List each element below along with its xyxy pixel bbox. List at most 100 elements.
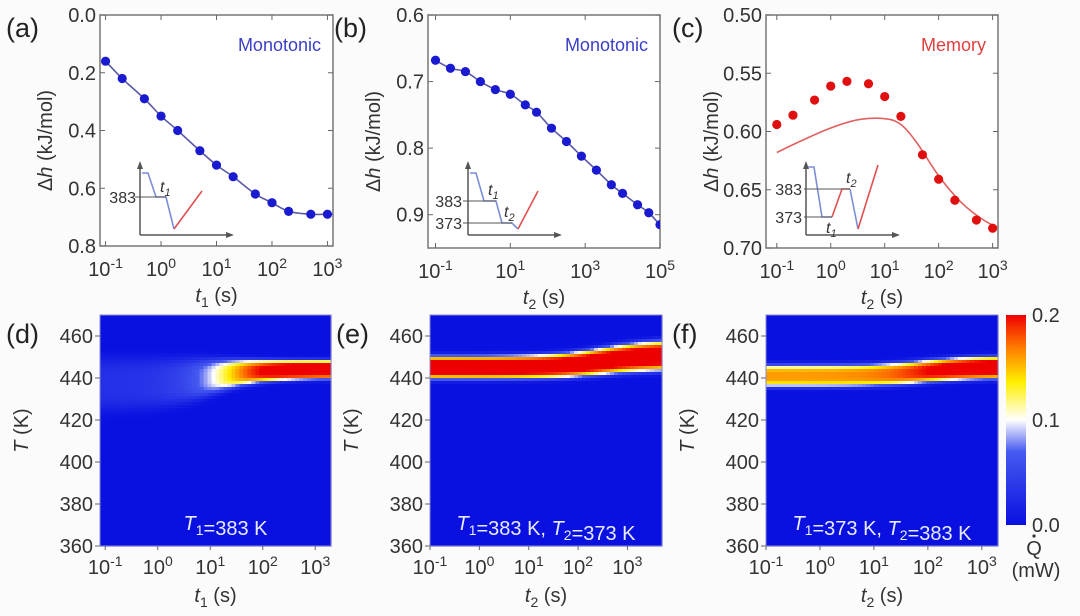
heatmap-cell	[291, 330, 296, 334]
heatmap-cell	[219, 543, 225, 547]
data-point	[520, 100, 530, 110]
heatmap-cell	[179, 465, 185, 469]
heatmap-cell	[123, 354, 129, 358]
heatmap-cell	[430, 513, 435, 517]
heatmap-cell	[275, 354, 280, 358]
heatmap-cell	[275, 339, 280, 343]
heatmap-cell	[271, 345, 276, 349]
heatmap-cell	[434, 396, 439, 400]
heatmap-cell	[319, 510, 324, 514]
heatmap-cell	[223, 315, 229, 319]
heatmap-cell	[323, 330, 328, 334]
heatmap-cell	[163, 543, 169, 547]
heatmap-cell	[131, 390, 137, 394]
heatmap-cell	[187, 450, 193, 454]
heatmap-cell	[203, 543, 209, 547]
heatmap-cell	[223, 348, 229, 352]
heatmap-cell	[227, 435, 233, 439]
heatmap-cell	[147, 372, 153, 376]
heatmap-cell	[211, 402, 217, 406]
heatmap-cell	[167, 333, 173, 337]
heatmap-cell	[151, 480, 157, 484]
heatmap-cell	[103, 459, 109, 463]
heatmap-cell	[307, 327, 312, 331]
heatmap-cell	[203, 408, 209, 412]
heatmap-cell	[107, 411, 113, 415]
heatmap-cell	[167, 543, 173, 547]
heatmap-cell	[247, 315, 252, 319]
heatmap-cell	[151, 375, 157, 379]
heatmap-cell	[155, 360, 161, 364]
heatmap-cell	[291, 513, 296, 517]
heatmap-cell	[283, 336, 288, 340]
heatmap-cell	[271, 465, 276, 469]
heatmap-cell	[223, 444, 229, 448]
heatmap-cell	[327, 369, 332, 373]
heatmap-cell	[299, 483, 304, 487]
heatmap-cell	[311, 471, 316, 475]
heatmap-cell	[263, 462, 268, 466]
heatmap-cell	[195, 363, 201, 367]
heatmap-cell	[100, 513, 105, 517]
heatmap-cell	[135, 450, 141, 454]
heatmap-cell	[247, 387, 252, 391]
heatmap-cell	[323, 318, 328, 322]
heatmap-cell	[179, 342, 185, 346]
heatmap-cell	[311, 354, 316, 358]
heatmap-cell	[315, 363, 320, 367]
heatmap-cell	[442, 453, 447, 457]
heatmap-cell	[107, 429, 113, 433]
heatmap-cell	[143, 480, 149, 484]
heatmap-cell	[295, 423, 300, 427]
heatmap-cell	[239, 417, 244, 421]
heatmap-cell	[195, 462, 201, 466]
heatmap-cell	[299, 462, 304, 466]
heatmap-cell	[283, 435, 288, 439]
heatmap-cell	[442, 411, 447, 415]
heatmap-cell	[187, 315, 193, 319]
heatmap-cell	[155, 528, 161, 532]
heatmap-cell	[299, 441, 304, 445]
heatmap-cell	[287, 333, 292, 337]
heatmap-cell	[299, 405, 304, 409]
heatmap-cell	[243, 525, 248, 529]
heatmap-cell	[103, 483, 109, 487]
heatmap-cell	[255, 348, 260, 352]
heatmap-cell	[211, 399, 217, 403]
heatmap-cell	[271, 375, 276, 379]
heatmap-cell	[303, 339, 308, 343]
heatmap-cell	[163, 498, 169, 502]
heatmap-cell	[255, 450, 260, 454]
heatmap-cell	[311, 348, 316, 352]
heatmap-cell	[287, 426, 292, 430]
heatmap-cell	[319, 441, 324, 445]
heatmap-cell	[319, 480, 324, 484]
heatmap-cell	[223, 324, 229, 328]
heatmap-cell	[438, 471, 443, 475]
heatmap-cell	[131, 321, 137, 325]
heatmap-cell	[175, 522, 181, 526]
heatmap-cell	[175, 390, 181, 394]
heatmap-cell	[255, 381, 260, 385]
heatmap-cell	[100, 465, 105, 469]
heatmap-cell	[155, 519, 161, 523]
heatmap-cell	[111, 456, 117, 460]
heatmap-cell	[115, 357, 121, 361]
heatmap-cell	[139, 333, 145, 337]
heatmap-cell	[247, 477, 252, 481]
heatmap-cell	[263, 378, 268, 382]
heatmap-cell	[227, 408, 233, 412]
heatmap-cell	[243, 363, 248, 367]
heatmap-cell	[135, 462, 141, 466]
heatmap-cell	[179, 333, 185, 337]
heatmap-cell	[211, 489, 217, 493]
heatmap-cell	[219, 360, 225, 364]
heatmap-cell	[183, 408, 189, 412]
heatmap-cell	[275, 399, 280, 403]
heatmap-cell	[271, 522, 276, 526]
heatmap-cell	[171, 540, 177, 544]
heatmap-cell	[275, 441, 280, 445]
heatmap-cell	[119, 456, 125, 460]
heatmap-cell	[175, 504, 181, 508]
heatmap-cell	[315, 384, 320, 388]
